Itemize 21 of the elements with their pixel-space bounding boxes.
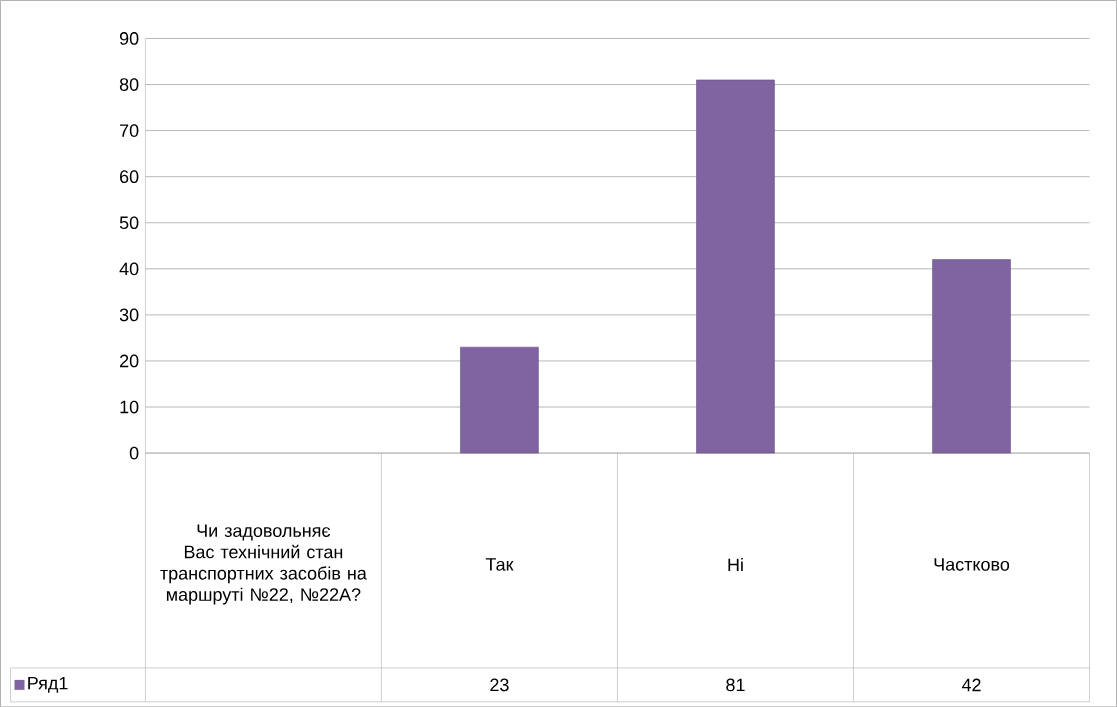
y-tick-label: 40 bbox=[119, 262, 139, 275]
x-tick-label: Так bbox=[485, 558, 514, 571]
x-tick-label: Частково bbox=[934, 558, 1010, 571]
x-tick-label: Ні bbox=[728, 557, 743, 571]
y-tick-label: 90 bbox=[119, 31, 139, 45]
data-label: 42 bbox=[961, 678, 981, 691]
data-label: 81 bbox=[726, 678, 745, 692]
y-tick-label: 0 bbox=[129, 446, 139, 460]
y-tick-label: 60 bbox=[120, 170, 139, 183]
data-label: 23 bbox=[490, 678, 509, 692]
legend-label: Ряд1 bbox=[28, 676, 68, 693]
bar bbox=[932, 259, 1011, 454]
y-tick-label: 10 bbox=[120, 400, 139, 414]
y-tick-label: 30 bbox=[119, 308, 139, 322]
x-tick-label: Чи задовольняє Вас технічний стан транспортних засобів на маршруті №22, №22А? bbox=[160, 524, 367, 605]
bar bbox=[696, 79, 775, 454]
y-tick-label: 20 bbox=[120, 354, 139, 368]
y-tick-label: 70 bbox=[120, 124, 139, 137]
y-tick-label: 80 bbox=[119, 78, 139, 91]
bar bbox=[460, 346, 539, 454]
y-tick-label: 50 bbox=[119, 216, 139, 229]
